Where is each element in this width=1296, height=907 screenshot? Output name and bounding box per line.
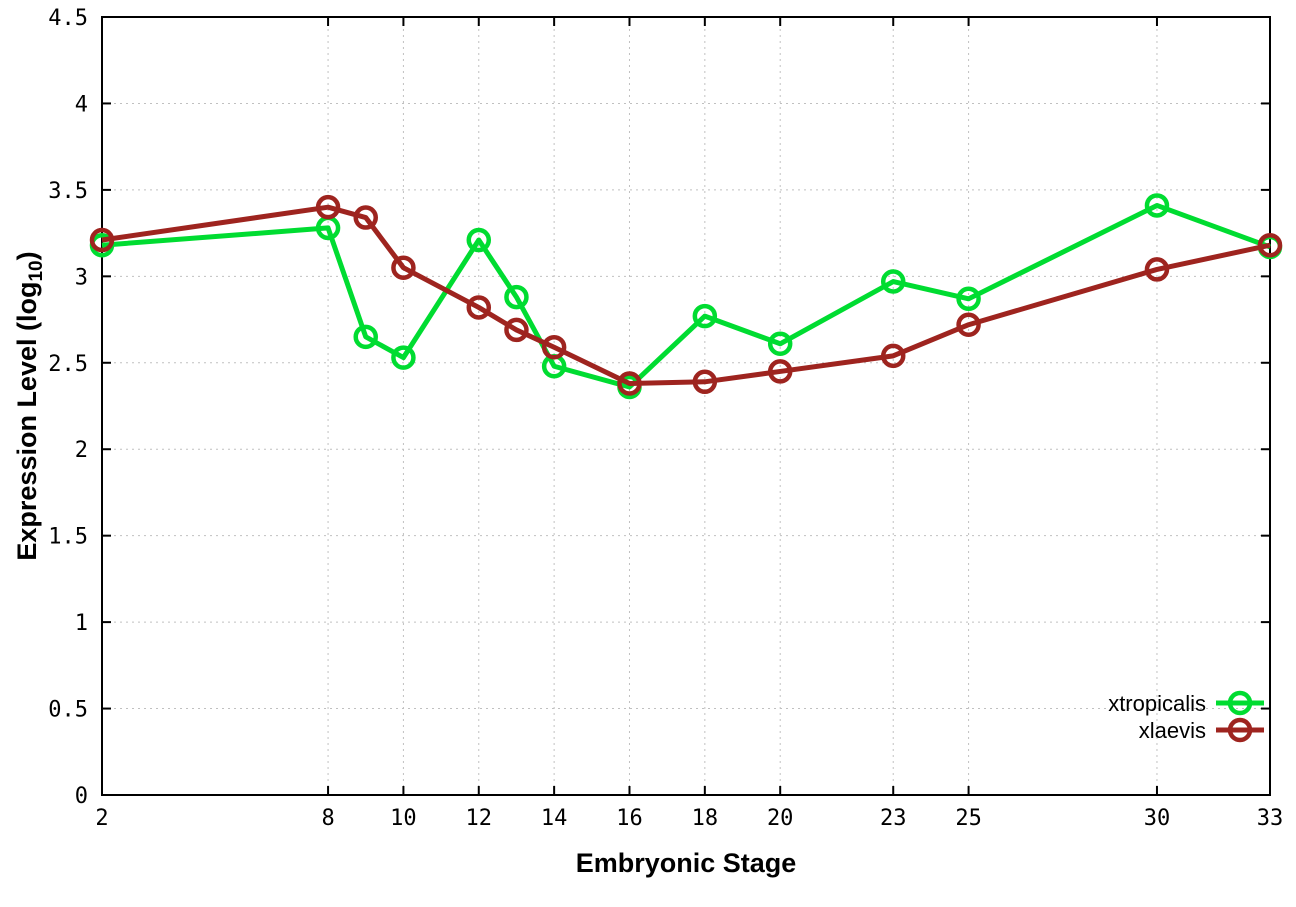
x-tick-label: 20 <box>767 806 794 831</box>
x-tick-label: 30 <box>1144 806 1171 831</box>
y-tick-label: 0 <box>75 784 88 809</box>
tick-marks <box>101 16 1271 796</box>
y-tick-label: 3.5 <box>48 179 88 204</box>
y-tick-label: 4.5 <box>48 6 88 31</box>
y-tick-label: 3 <box>75 265 88 290</box>
data-point-xlaevis <box>767 359 793 384</box>
plot-border <box>101 16 1271 796</box>
y-tick-label: 2 <box>75 438 88 463</box>
data-point-xlaevis <box>956 312 981 337</box>
y-tick-label: 1.5 <box>48 525 88 550</box>
data-point-xtropicalis <box>956 286 981 312</box>
x-tick-label: 14 <box>541 806 568 831</box>
data-point-xlaevis <box>89 227 115 253</box>
y-axis-title-subscript: 10 <box>26 260 48 282</box>
x-tick-label: 12 <box>466 806 493 831</box>
y-axis-title-close: ) <box>11 251 42 261</box>
y-tick-label: 0.5 <box>48 698 88 723</box>
y-tick-label: 4 <box>75 92 88 117</box>
data-point-xtropicalis <box>692 303 718 329</box>
y-tick-label: 2.5 <box>48 352 88 377</box>
x-tick-label: 33 <box>1257 806 1284 831</box>
y-axis-title: Expression Level (log10) <box>12 251 48 560</box>
x-tick-labels: 2 8 10 12 14 16 18 20 23 25 30 33 <box>95 806 1283 831</box>
data-point-xtropicalis <box>353 324 378 350</box>
gridlines <box>101 16 1271 796</box>
x-tick-label: 18 <box>692 806 719 831</box>
y-tick-labels: 0 0.5 1 1.5 2 2.5 3 3.5 4 4.5 <box>48 6 88 809</box>
data-point-xlaevis <box>391 255 416 280</box>
data-point-xlaevis <box>466 295 492 320</box>
data-point-xtropicalis <box>504 284 529 310</box>
legend-marker-xtropicalis <box>1227 690 1253 716</box>
data-point-xtropicalis <box>391 345 416 370</box>
legend-label-xtropicalis: xtropicalis <box>1108 691 1206 716</box>
legend-label-xlaevis: xlaevis <box>1139 718 1206 743</box>
legend-marker-xlaevis <box>1227 717 1253 743</box>
data-point-xlaevis <box>353 205 378 230</box>
x-tick-label: 16 <box>616 806 643 831</box>
data-point-xlaevis <box>880 343 906 369</box>
data-point-xtropicalis <box>880 269 906 294</box>
data-point-xlaevis <box>1144 257 1170 282</box>
data-point-xlaevis <box>315 194 341 220</box>
y-axis-title-text: Expression Level (log <box>11 281 42 561</box>
data-point-xlaevis <box>1257 232 1283 258</box>
data-point-xtropicalis <box>466 227 492 253</box>
y-tick-label: 1 <box>75 611 88 636</box>
series-xtropicalis <box>89 193 1283 400</box>
series-line-xtropicalis <box>101 202 1271 390</box>
x-tick-label: 25 <box>955 806 982 831</box>
data-point-xtropicalis <box>1144 193 1170 218</box>
series-xlaevis <box>89 194 1283 396</box>
data-point-xlaevis <box>504 317 529 343</box>
x-tick-label: 2 <box>95 806 108 831</box>
x-tick-label: 8 <box>321 806 334 831</box>
data-point-xlaevis <box>617 371 642 396</box>
data-point-xlaevis <box>692 369 718 395</box>
x-tick-label: 10 <box>390 806 417 831</box>
data-point-xtropicalis <box>767 331 793 357</box>
x-axis-title: Embryonic Stage <box>575 848 797 878</box>
x-tick-label: 23 <box>880 806 907 831</box>
data-point-xlaevis <box>541 334 567 360</box>
